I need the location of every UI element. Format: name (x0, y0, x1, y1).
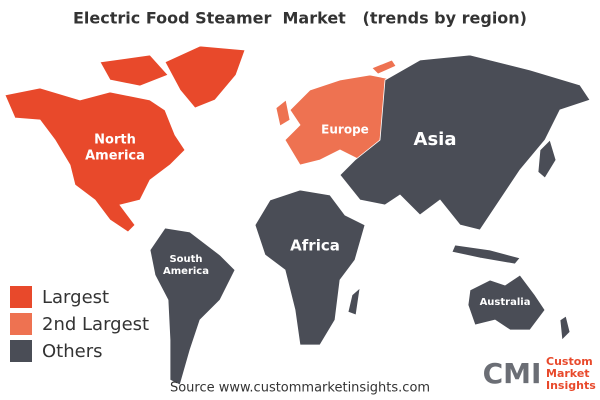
arctic-islands-shape (99, 54, 169, 87)
logo-line: Market (546, 367, 590, 380)
novaya-shape (371, 59, 397, 75)
region-label: America (163, 266, 209, 277)
south-america-shape (149, 227, 236, 386)
legend-swatch (10, 340, 32, 362)
australia-shape (467, 274, 546, 331)
greenland-shape (164, 45, 246, 109)
logo-line: Insights (546, 379, 596, 392)
legend-swatch (10, 286, 32, 308)
region-label: Europe (321, 123, 369, 137)
logo-line: Custom (546, 355, 593, 368)
region-label: Asia (414, 129, 457, 150)
world-map (4, 45, 591, 386)
legend-label: Largest (42, 287, 109, 308)
madagascar-shape (347, 286, 361, 316)
africa-shape (254, 189, 366, 346)
legend-swatch (10, 313, 32, 335)
legend-label: 2nd Largest (42, 314, 149, 335)
japan-shape (537, 139, 557, 179)
asia-shape (339, 54, 591, 231)
region-label: South (169, 254, 202, 265)
indonesia-shape (451, 244, 521, 265)
region-label: America (85, 148, 145, 163)
region-label: Africa (290, 237, 340, 255)
legend-label: Others (42, 341, 103, 362)
region-label: North (94, 133, 136, 148)
title: Electric Food Steamer Market (trends by … (73, 9, 527, 28)
north-america-shape (4, 87, 186, 233)
legend: Largest 2nd Largest Others (10, 286, 149, 362)
logo-mark: CMI (483, 357, 542, 390)
new-zealand-shape (559, 315, 571, 341)
source: Source www.custommarketinsights.com (170, 381, 430, 396)
region-label: Australia (480, 297, 531, 308)
uk-shape (275, 99, 291, 127)
